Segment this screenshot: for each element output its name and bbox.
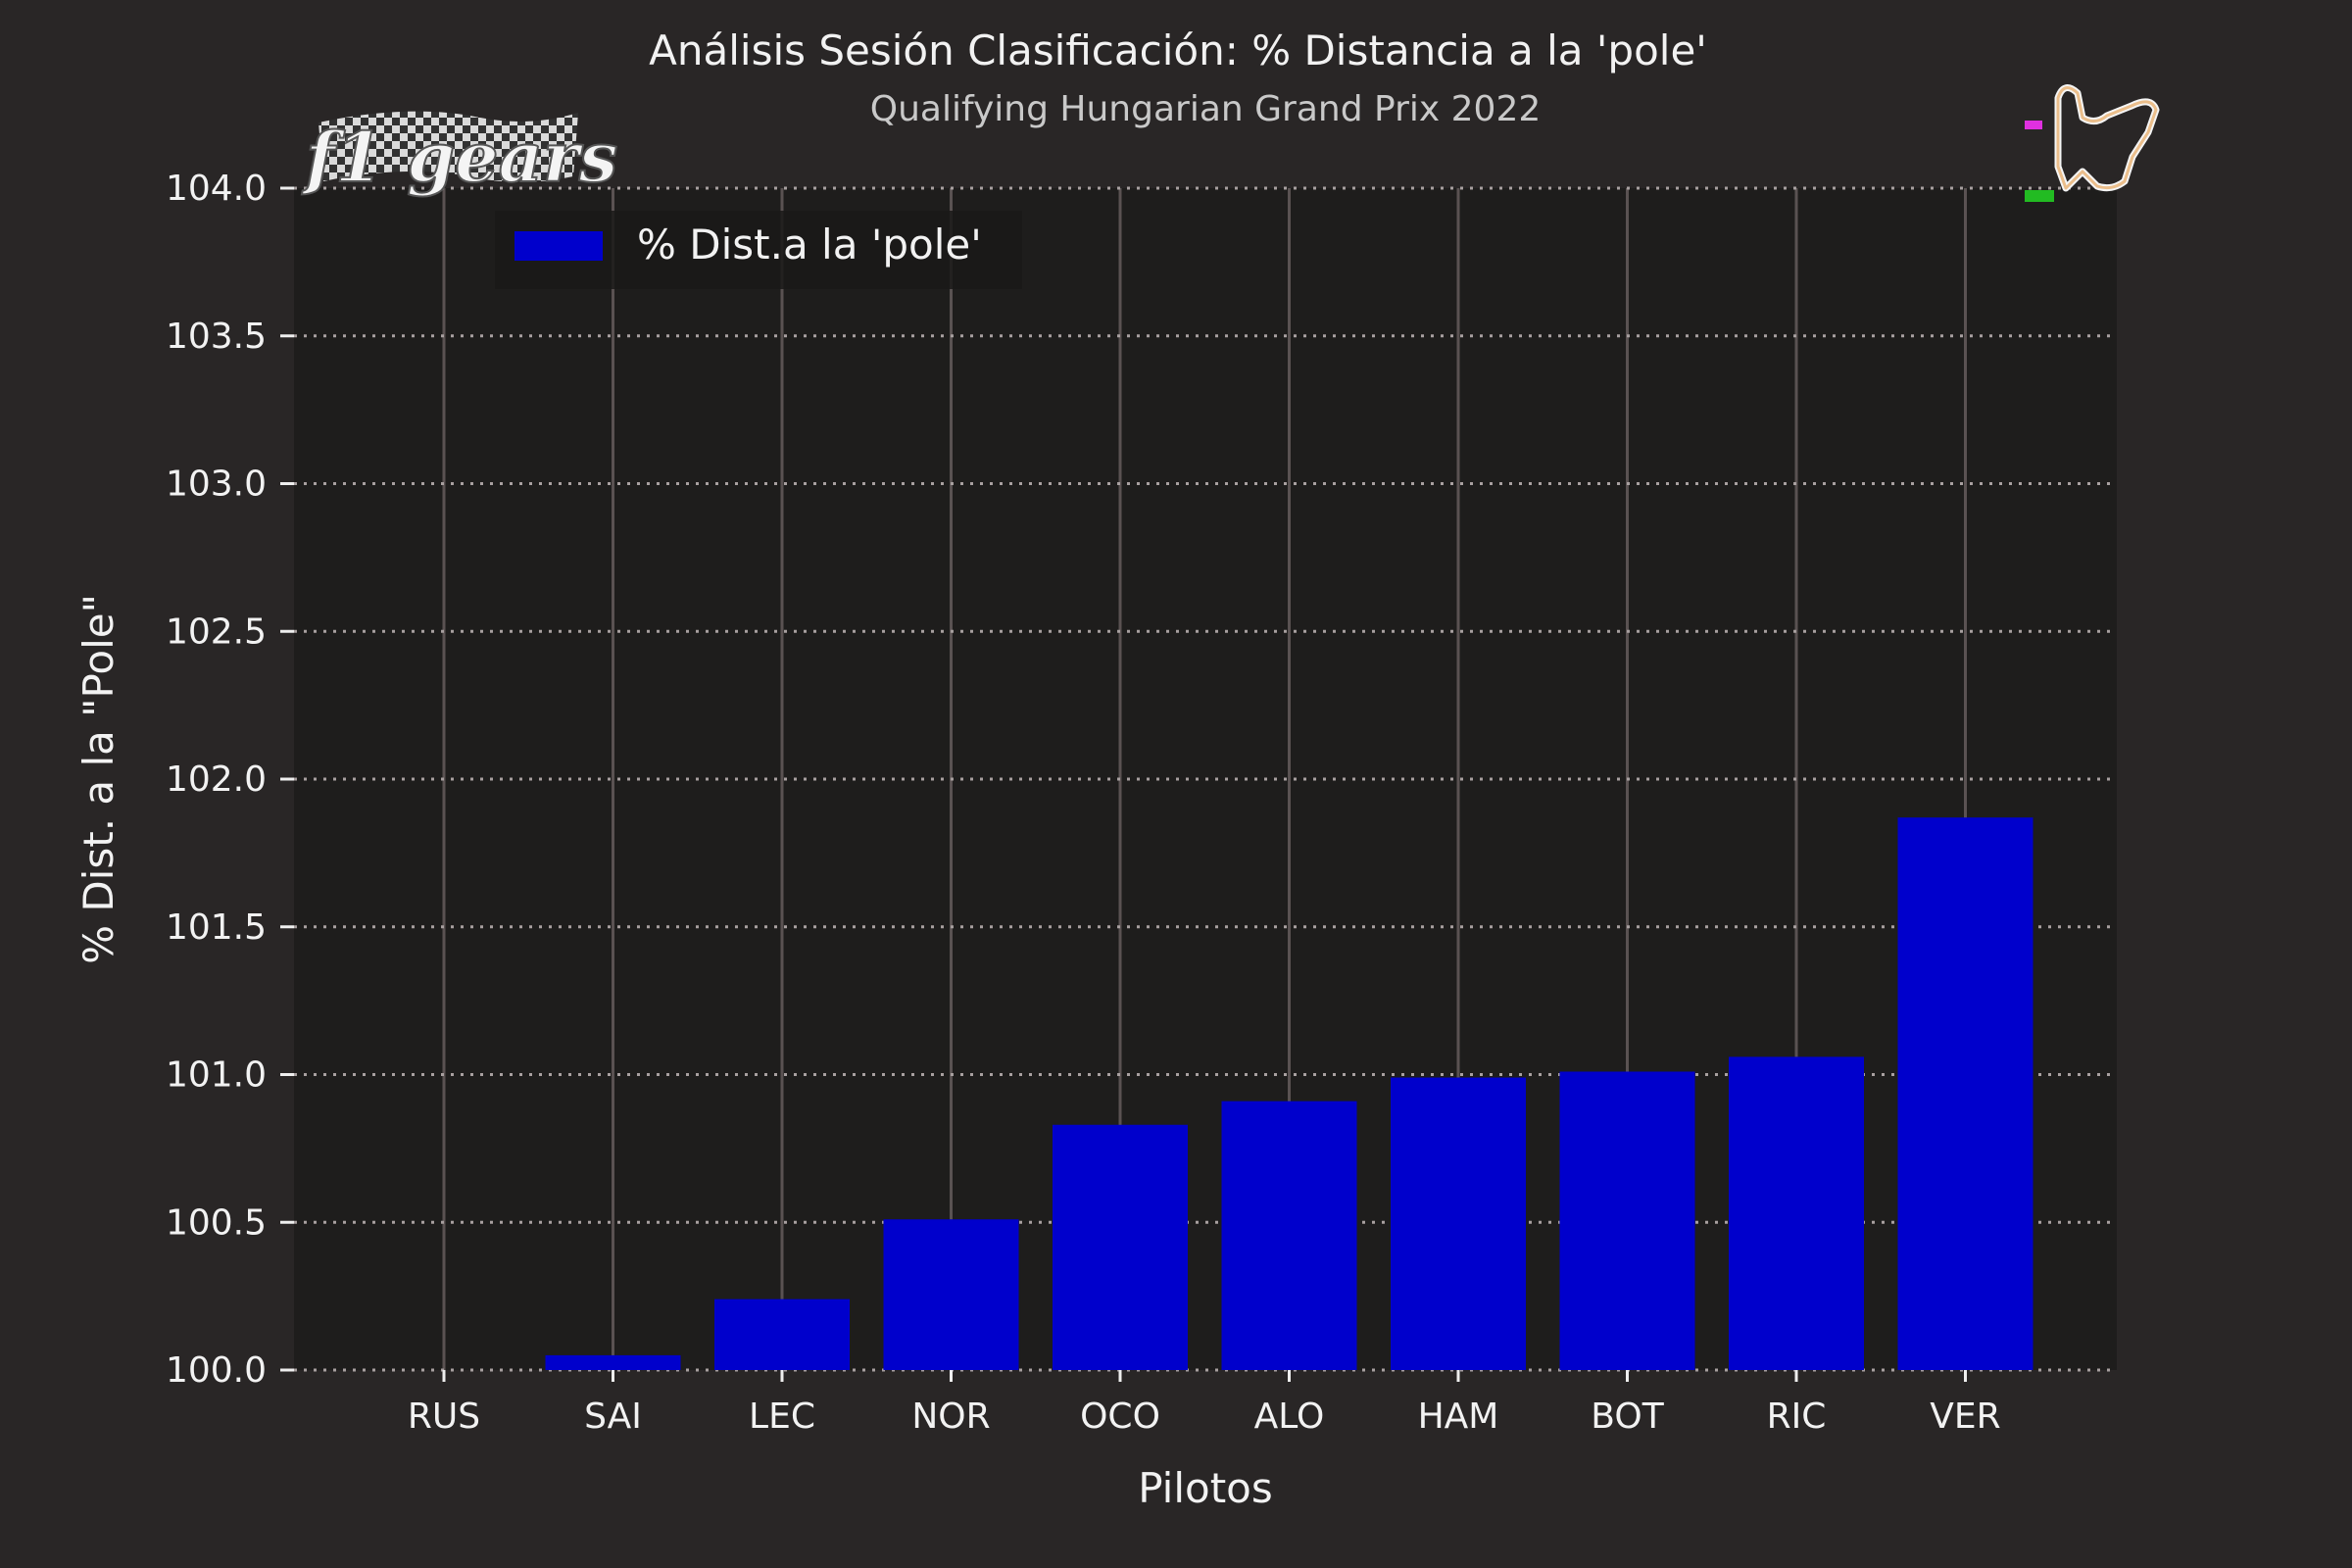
chart-title: Análisis Sesión Clasificación: % Distanc… [649,26,1707,74]
bar-alo [1221,1101,1357,1370]
legend-label: % Dist.a la 'pole' [637,220,982,269]
bar-lec [714,1298,850,1370]
bar-ham [1391,1077,1526,1370]
x-tick-label: RIC [1767,1396,1827,1437]
x-tick-label: VER [1930,1396,2000,1437]
bar-oco [1053,1124,1188,1370]
y-tick-label: 100.5 [166,1202,267,1243]
x-tick-label: LEC [749,1396,815,1437]
x-tick-label: HAM [1418,1396,1499,1437]
y-tick-label: 102.5 [166,612,267,652]
bar-ver [1897,817,2034,1370]
bar-bot [1559,1071,1695,1370]
y-tick-label: 102.0 [166,760,267,800]
x-tick-label: RUS [408,1396,480,1437]
y-tick-label: 104.0 [166,169,267,209]
track-sector-marker-green [2025,190,2054,202]
x-axis-ticks: RUS SAI LEC NOR OCO ALO HAM BOT RIC VER [408,1370,2001,1437]
logo-text: f1 gears [301,117,617,198]
f1-gears-logo: f1 gears [300,111,618,199]
x-tick-label: ALO [1254,1396,1325,1437]
bar-sai [545,1354,681,1370]
bar-ric [1729,1056,1864,1370]
y-tick-label: 101.5 [166,907,267,948]
y-tick-label: 103.0 [166,465,267,505]
chart-subtitle: Qualifying Hungarian Grand Prix 2022 [870,89,1542,129]
x-tick-label: BOT [1591,1396,1664,1437]
y-axis-ticks: 100.0 100.5 101.0 101.5 102.0 102.5 103.0 103.5… [166,169,294,1391]
x-axis-label: Pilotos [1138,1464,1272,1512]
x-tick-label: OCO [1080,1396,1160,1437]
hungaroring-track-icon [2025,84,2160,202]
checkered-flag-icon [318,111,578,182]
horizontal-gridlines [294,186,2117,1372]
legend-swatch [514,231,603,261]
legend: % Dist.a la 'pole' [495,211,1022,289]
x-tick-label: SAI [584,1396,642,1437]
y-tick-label: 103.5 [166,317,267,357]
y-axis-label: % Dist. a la "Pole" [74,594,122,964]
bar-nor [883,1219,1019,1370]
bars [545,817,2034,1370]
track-sector-marker-magenta [2025,121,2042,129]
x-tick-label: NOR [911,1396,990,1437]
y-tick-label: 100.0 [166,1350,267,1391]
y-tick-label: 101.0 [166,1055,267,1096]
